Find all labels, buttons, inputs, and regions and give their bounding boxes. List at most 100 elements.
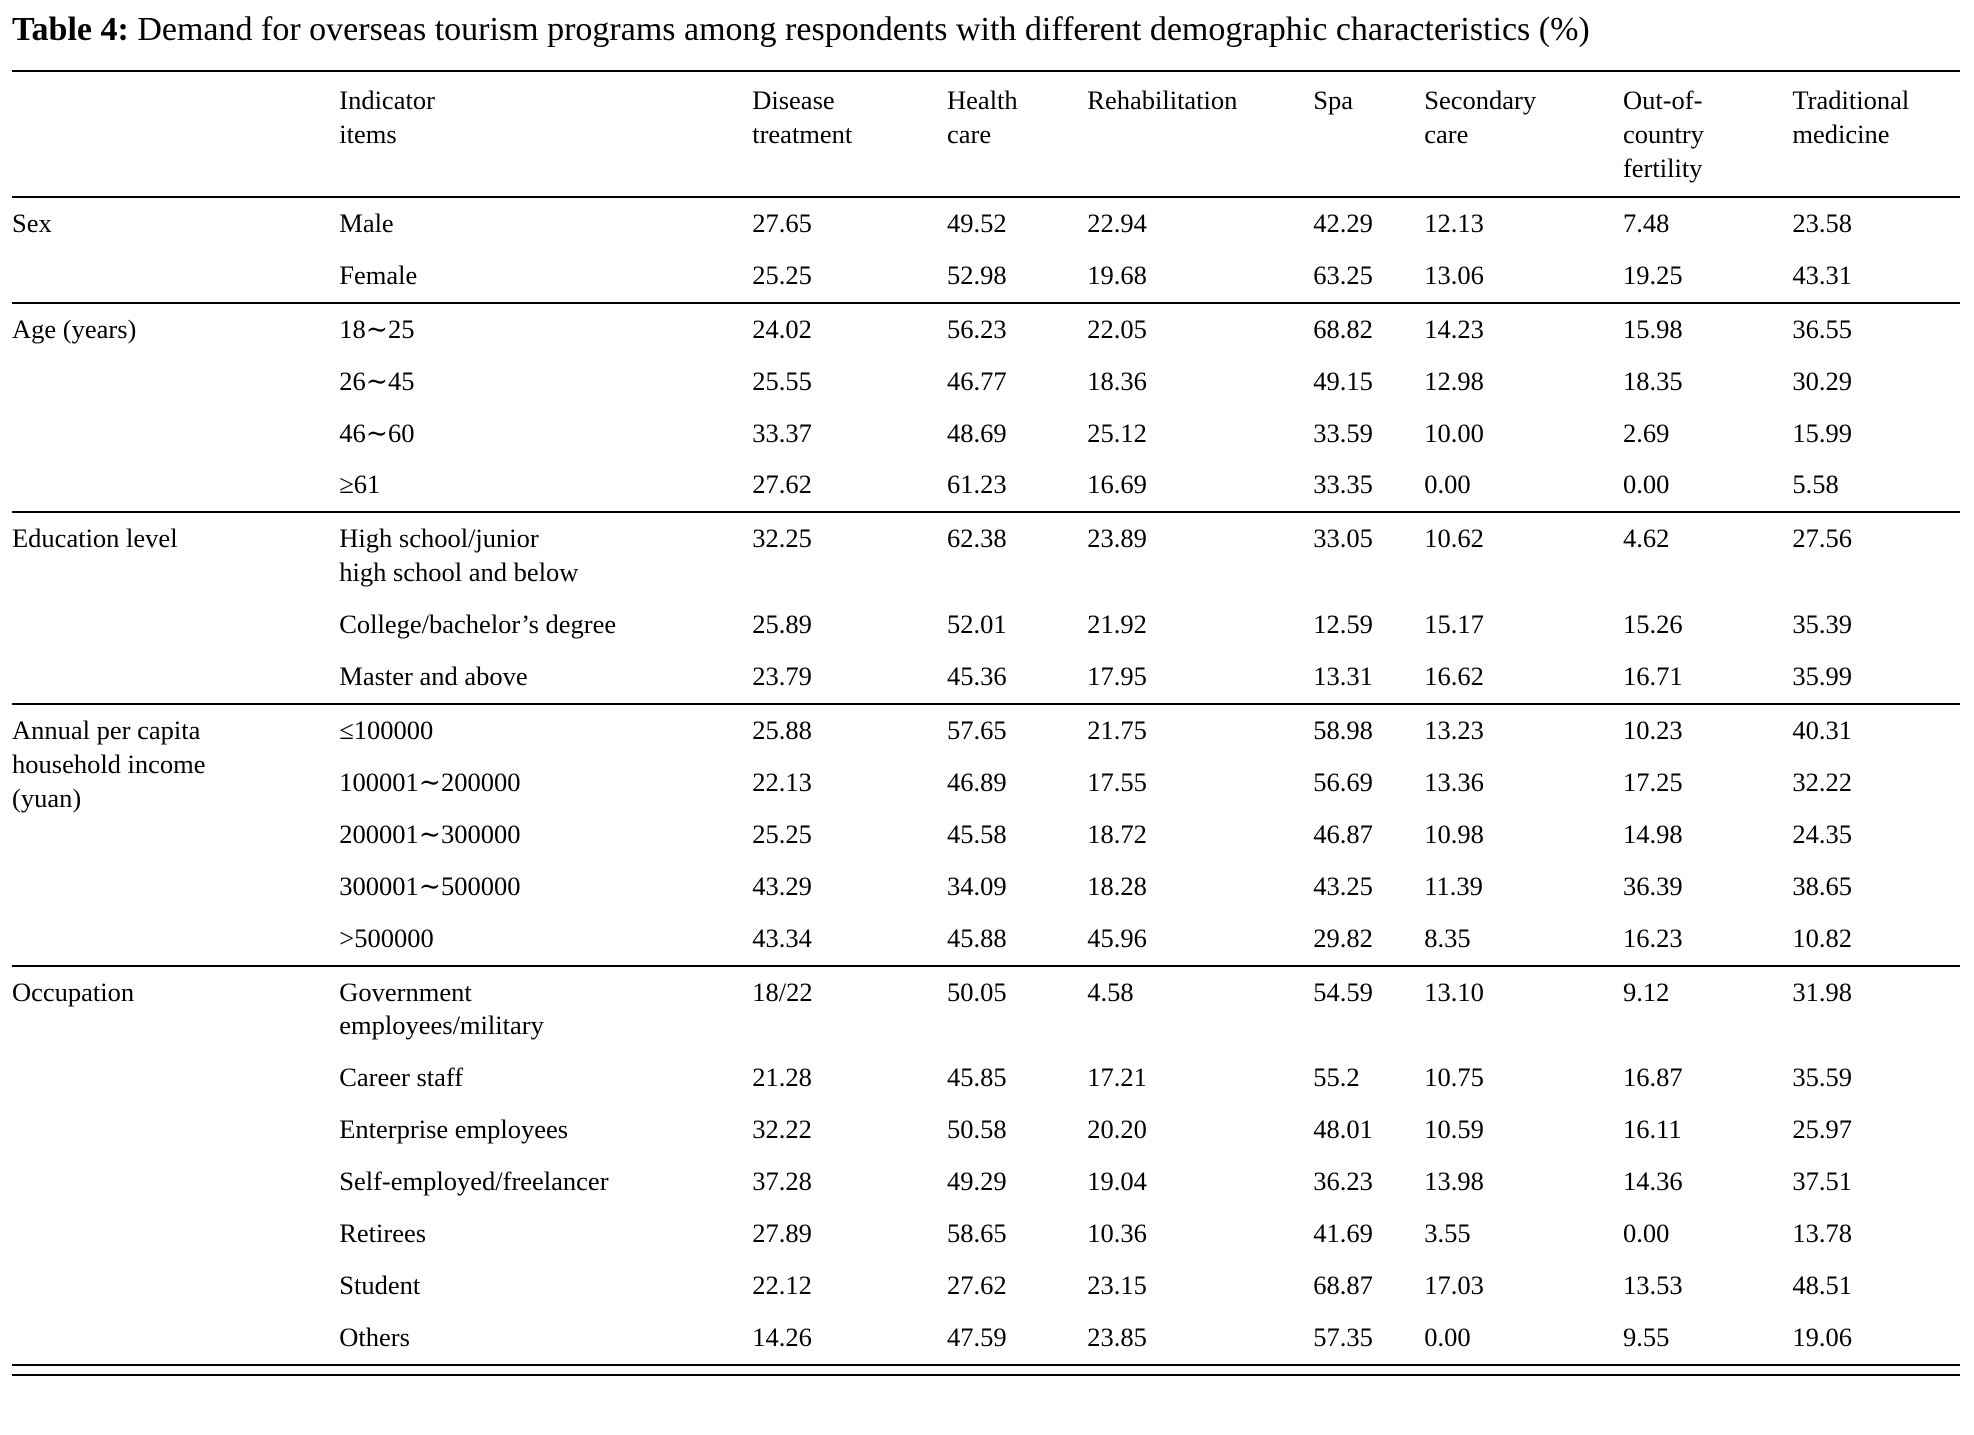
table-row: 100001∼200000 22.13 46.89 17.55 56.69 13.36 17… (12, 757, 1960, 809)
value-cell: 12.59 (1313, 609, 1373, 640)
table-row: Age (years) 18∼25 24.02 56.23 22.05 68.82 14.2… (12, 301, 1960, 514)
value-cell: 27.56 (1792, 511, 1960, 600)
value-cell: 36.39 (1622, 870, 1683, 901)
value-cell: 63.25 (1313, 259, 1373, 290)
table-row: 200001∼300000 25.25 45.58 18.72 46.87 10.98 14… (12, 809, 1960, 861)
category-cell: Occupation (12, 964, 340, 1366)
value-cell: 18.36 (1087, 365, 1147, 396)
value-cell: 68.82 (1313, 301, 1425, 356)
value-cell: 37.28 (752, 1166, 812, 1197)
header-out-of-country-fertility: Out-of- country fertility (1622, 70, 1793, 198)
value-cell: 18.28 (1087, 870, 1147, 901)
value-cell: 62.38 (947, 511, 1088, 600)
value-cell: 15.17 (1424, 609, 1484, 640)
table-row: Occupation Government employees/military 1… (12, 964, 1960, 1366)
table-row: Others 14.26 47.59 23.85 57.35 0.00 9.55 19.06 (12, 1311, 1960, 1366)
table-row: 46∼60 33.37 48.69 25.12 33.59 10.00 2.69 15.99 (12, 408, 1960, 460)
value-cell: 36.55 (1792, 301, 1960, 356)
value-cell: 0.00 (1622, 1218, 1670, 1249)
indicator-item-cell: 46∼60 (339, 417, 415, 448)
value-cell: 17.21 (1087, 1062, 1147, 1093)
value-cell: 14.36 (1622, 1166, 1683, 1197)
value-cell: 10.75 (1424, 1062, 1484, 1093)
value-cell: 14.98 (1622, 818, 1683, 849)
table-row: 300001∼500000 43.29 34.09 18.28 43.25 11.39 36… (12, 861, 1960, 913)
indicator-item-cell: Career staff (339, 1062, 464, 1093)
value-cell: 58.98 (1313, 702, 1425, 757)
value-cell: 52.98 (947, 259, 1007, 290)
value-cell: 33.05 (1313, 511, 1425, 600)
value-cell: 32.22 (1792, 766, 1853, 797)
value-cell: 10.23 (1622, 702, 1793, 757)
indicator-item-cell: 200001∼300000 (339, 818, 521, 849)
value-cell: 12.98 (1424, 365, 1484, 396)
value-cell: 46.77 (947, 365, 1007, 396)
value-cell: 10.82 (1792, 922, 1853, 953)
value-cell: 49.15 (1313, 365, 1373, 396)
table-row: Enterprise employees 32.22 50.58 20.20 48.01… (12, 1104, 1960, 1156)
value-cell: 10.59 (1424, 1114, 1484, 1145)
value-cell: 13.10 (1424, 964, 1623, 1053)
value-cell: 49.52 (947, 195, 1088, 250)
category-cell: Education level (12, 511, 340, 705)
value-cell: 23.15 (1087, 1269, 1147, 1300)
value-cell: 17.95 (1087, 661, 1147, 692)
table-row: 26∼45 25.55 46.77 18.36 49.15 12.98 18.35 30.29 (12, 356, 1960, 408)
indicator-item-cell: Self-employed/freelancer (339, 1166, 609, 1197)
table-row: Self-employed/freelancer 37.28 49.29 19.04 3… (12, 1156, 1960, 1208)
indicator-item-cell: 100001∼200000 (339, 766, 521, 797)
table-caption-text: Demand for overseas tourism programs amo… (128, 11, 1590, 48)
header-traditional-medicine: Traditional medicine (1792, 70, 1960, 198)
value-cell: 27.62 (947, 1269, 1007, 1300)
value-cell: 21.28 (752, 1062, 812, 1093)
value-cell: 35.99 (1792, 661, 1853, 692)
table-caption: Table 4: Demand for overseas tourism pro… (12, 8, 1960, 52)
value-cell: 18.35 (1622, 365, 1683, 396)
value-cell: 25.89 (752, 609, 812, 640)
header-rehabilitation: Rehabilitation (1087, 70, 1314, 198)
header-indicator-items: Indicator items (339, 70, 753, 198)
value-cell: 25.12 (1087, 417, 1147, 448)
value-cell: 33.35 (1313, 469, 1373, 500)
value-cell: 2.69 (1622, 417, 1670, 448)
value-cell: 0.00 (1424, 1311, 1623, 1366)
header-health-care: Health care (947, 70, 1088, 198)
value-cell: 9.12 (1622, 964, 1793, 1053)
value-cell: 10.62 (1424, 511, 1623, 600)
table-caption-label: Table 4: (12, 11, 129, 48)
value-cell: 10.00 (1424, 417, 1484, 448)
table-row: Sex Male 27.65 49.52 22.94 42.29 12.13 7.48 23.5… (12, 195, 1960, 304)
value-cell: 27.65 (752, 195, 948, 250)
value-cell: 13.06 (1424, 259, 1484, 290)
value-cell: 17.03 (1424, 1269, 1484, 1300)
value-cell: 45.88 (947, 922, 1007, 953)
value-cell: 15.26 (1622, 609, 1683, 640)
value-cell: 16.87 (1622, 1062, 1683, 1093)
header-secondary-care: Secondary care (1424, 70, 1623, 198)
header-row: Indicator items Disease treatment Health… (12, 70, 1960, 198)
value-cell: 20.20 (1087, 1114, 1147, 1145)
value-cell: 22.05 (1087, 301, 1314, 356)
indicator-item-cell: ≤100000 (339, 702, 753, 757)
value-cell: 57.35 (1313, 1311, 1425, 1366)
value-cell: 21.92 (1087, 609, 1147, 640)
indicator-item-cell: >500000 (339, 922, 434, 953)
value-cell: 13.31 (1313, 661, 1373, 692)
value-cell: 54.59 (1313, 964, 1425, 1053)
value-cell: 0.00 (1622, 469, 1670, 500)
value-cell: 13.98 (1424, 1166, 1484, 1197)
table-row: Career staff 21.28 45.85 17.21 55.2 10.75 16.8… (12, 1052, 1960, 1104)
value-cell: 48.51 (1792, 1269, 1853, 1300)
value-cell: 56.23 (947, 301, 1088, 356)
value-cell: 19.25 (1622, 259, 1683, 290)
value-cell: 24.02 (752, 301, 948, 356)
value-cell: 45.58 (947, 818, 1007, 849)
value-cell: 50.58 (947, 1114, 1007, 1145)
indicator-item-cell: Student (339, 1269, 421, 1300)
value-cell: 33.59 (1313, 417, 1373, 448)
value-cell: 25.25 (752, 818, 812, 849)
header-spa: Spa (1313, 70, 1425, 198)
indicator-item-cell: Female (339, 259, 418, 290)
value-cell: 25.97 (1792, 1114, 1853, 1145)
value-cell: 45.96 (1087, 922, 1147, 953)
